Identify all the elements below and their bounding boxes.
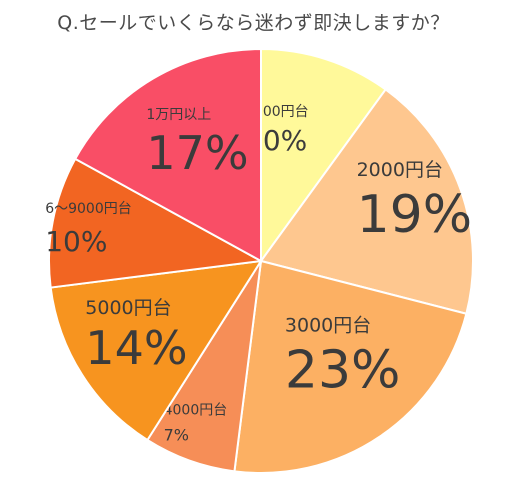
slice-value-label: 17% <box>146 126 248 180</box>
slice-label: 4000円台 <box>164 403 228 419</box>
slice-value-label: 19% <box>357 185 473 245</box>
pie-slice <box>260 47 388 265</box>
pie-slice <box>259 88 474 315</box>
slice-label: 1万円以上 <box>146 107 211 123</box>
slice-label: 2000円台 <box>357 159 443 181</box>
pie-slice <box>48 157 265 289</box>
slice-value-label: 7% <box>164 426 189 445</box>
pie-slice <box>49 259 263 442</box>
slice-label: 3000円台 <box>285 315 371 337</box>
slice-value-label: 14% <box>85 321 187 375</box>
slice-label: 6〜9000円台 <box>45 201 132 217</box>
pie-slice <box>233 259 468 474</box>
pie-slice <box>73 47 262 263</box>
slice-label: 5000円台 <box>85 297 171 319</box>
chart-title: Q.セールでいくらなら迷わず即決しますか？ <box>57 12 450 34</box>
slice-value-label: 10% <box>45 225 107 258</box>
slice-value-label: 23% <box>285 341 401 401</box>
